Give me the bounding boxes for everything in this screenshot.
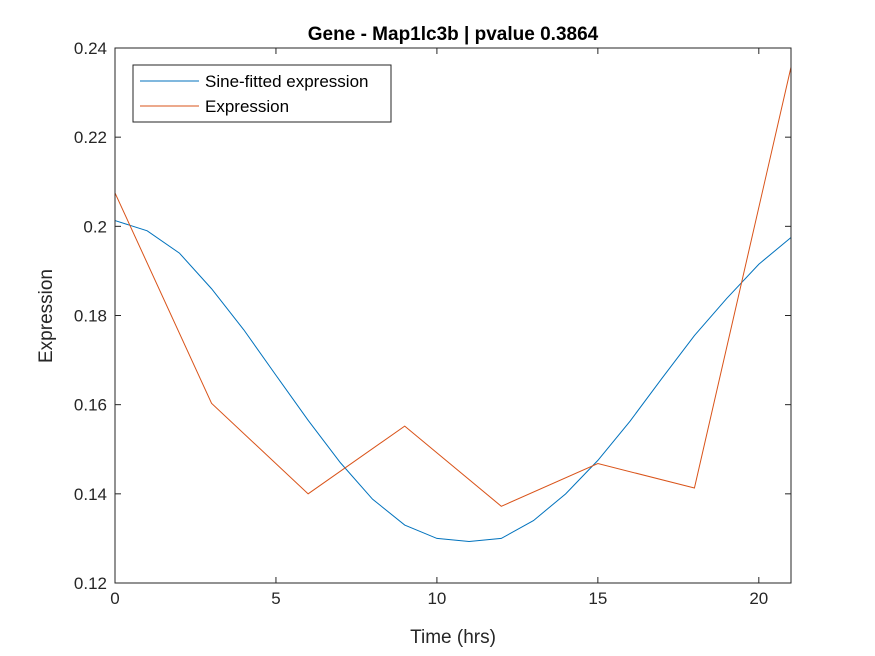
y-tick-label: 0.14	[74, 485, 107, 504]
x-tick-label: 15	[588, 589, 607, 608]
chart-title: Gene - Map1lc3b | pvalue 0.3864	[308, 24, 599, 45]
y-tick-label: 0.12	[74, 574, 107, 593]
legend-box	[132, 64, 392, 123]
y-tick-label: 0.22	[74, 128, 107, 147]
y-tick-label: 0.24	[74, 39, 107, 58]
y-tick-label: 0.2	[83, 217, 107, 236]
x-tick-label: 10	[427, 589, 446, 608]
x-tick-label: 20	[749, 589, 768, 608]
plot-area: 0 5 10 15 20 0.12 0.14 0.16 0.18 0.2 0.22 0.24	[74, 39, 792, 608]
x-axis-label: Time (hrs)	[410, 627, 496, 648]
y-tick-label: 0.16	[74, 396, 107, 415]
plot-background	[115, 48, 791, 583]
legend-entry-expression: Expression	[205, 97, 289, 116]
x-tick-label: 5	[271, 589, 280, 608]
legend-entry-sine-fitted: Sine-fitted expression	[205, 72, 368, 91]
x-tick-label: 0	[110, 589, 119, 608]
series-line-sine-fitted	[114, 220, 792, 543]
y-tick-label: 0.18	[74, 307, 107, 326]
series-line-expression	[114, 67, 792, 507]
series-layer	[114, 67, 792, 543]
y-axis-label: Expression	[36, 269, 57, 363]
legend: Sine-fitted expression Expression	[132, 64, 392, 123]
ticks-layer: 0 5 10 15 20 0.12 0.14 0.16 0.18 0.2 0.22 0.24	[74, 39, 791, 608]
